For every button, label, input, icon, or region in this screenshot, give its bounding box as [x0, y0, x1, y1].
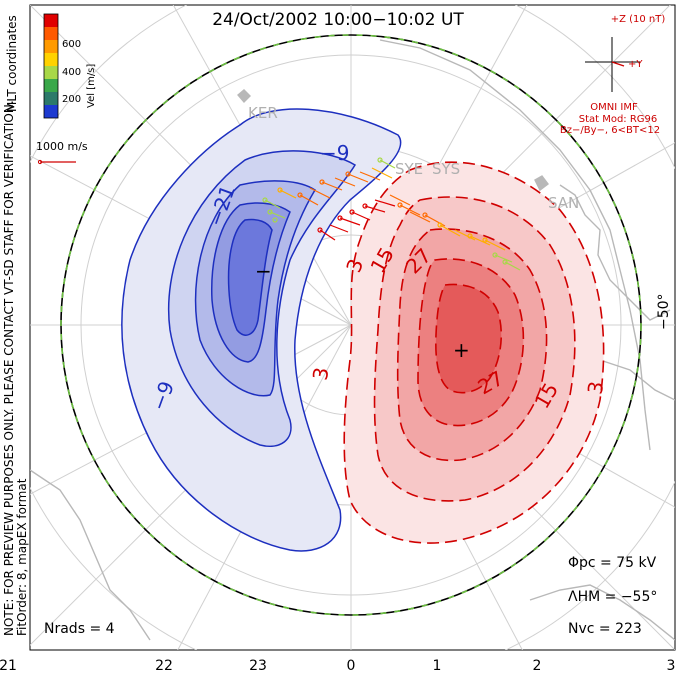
contour-label: −	[255, 259, 272, 283]
mlt-tick: 3	[667, 658, 676, 674]
imf-by-label: +Y	[628, 59, 643, 70]
velocity-colorbar: 600 400 200 Vel [m/s]	[43, 13, 97, 119]
colorbar-swatch	[44, 53, 58, 66]
mlt-tick: 23	[249, 658, 267, 674]
latitude-label: −50°	[656, 293, 672, 330]
colorbar-tick: 200	[62, 94, 81, 105]
mlt-tick: 21	[0, 658, 17, 674]
mlt-axis: 21 22 23 0 1 2 3	[0, 658, 675, 674]
colorbar-swatch	[44, 27, 58, 40]
colorbar-tick: 600	[62, 39, 81, 50]
statistics: Φpc = 75 kV ΛHM = −55° Nvc = 223 Nrads =…	[44, 555, 657, 637]
mlt-tick: 2	[533, 658, 542, 674]
velocity-points	[262, 157, 508, 265]
mlt-tick: 22	[155, 658, 173, 674]
contour-label: 3	[308, 365, 334, 382]
fit-order-label: FitOrder: 8, mapEX format	[15, 478, 29, 636]
imf-stat-mod: Stat Mod: RG96	[579, 114, 658, 125]
station-ker: KER	[248, 104, 278, 122]
imf-bz-label: +Z (10 nT)	[611, 14, 666, 25]
reference-vector: 1000 m/s	[36, 140, 88, 165]
colorbar-swatch	[44, 92, 58, 105]
stat-n-rads: Nrads = 4	[44, 621, 115, 637]
hmb-boundary-green	[60, 34, 642, 616]
dusk-cell	[121, 108, 402, 552]
contour-label: +	[453, 338, 470, 362]
colorbar-swatch	[44, 14, 58, 27]
station-sys: SYS	[432, 160, 460, 178]
contour-label: −9	[320, 141, 349, 165]
mlt-tick: 0	[347, 658, 356, 674]
stat-n-vc: Nvc = 223	[568, 621, 642, 637]
imf-clock: +Z (10 nT) +Y OMNI IMF Stat Mod: RG96 Bz…	[560, 14, 665, 136]
colorbar-swatch	[44, 79, 58, 92]
colorbar-swatch	[44, 66, 58, 79]
coordinates-label: MLT coordinates	[5, 15, 19, 112]
colorbar-swatch	[44, 105, 58, 118]
colorbar-label: Vel [m/s]	[86, 64, 97, 108]
stat-lambda-hm: ΛHM = −55°	[568, 589, 657, 605]
stat-phi-pc: Φpc = 75 kV	[568, 555, 657, 571]
colorbar-tick: 400	[62, 67, 81, 78]
reference-vector-label: 1000 m/s	[36, 140, 88, 153]
mlt-tick: 1	[433, 658, 442, 674]
colorbar-swatch	[44, 40, 58, 53]
preview-notice: NOTE: FOR PREVIEW PURPOSES ONLY. PLEASE …	[2, 100, 16, 636]
velocity-vectors	[264, 159, 521, 271]
contour-label: 3	[583, 379, 609, 396]
dawn-cell-fill-5	[435, 283, 503, 394]
imf-conditions: Bz−/By−, 6<BT<12	[560, 125, 660, 136]
station-san: SAN	[548, 194, 579, 212]
station-sye: SYE	[395, 160, 423, 178]
map-title: 24/Oct/2002 10:00−10:02 UT	[212, 10, 464, 30]
dawn-cell	[343, 161, 605, 544]
station-markers: KER SYE SYS SAN	[248, 104, 579, 212]
coastlines	[30, 39, 675, 641]
imf-source: OMNI IMF	[590, 102, 638, 113]
dusk-cell-fill-5	[227, 218, 273, 336]
